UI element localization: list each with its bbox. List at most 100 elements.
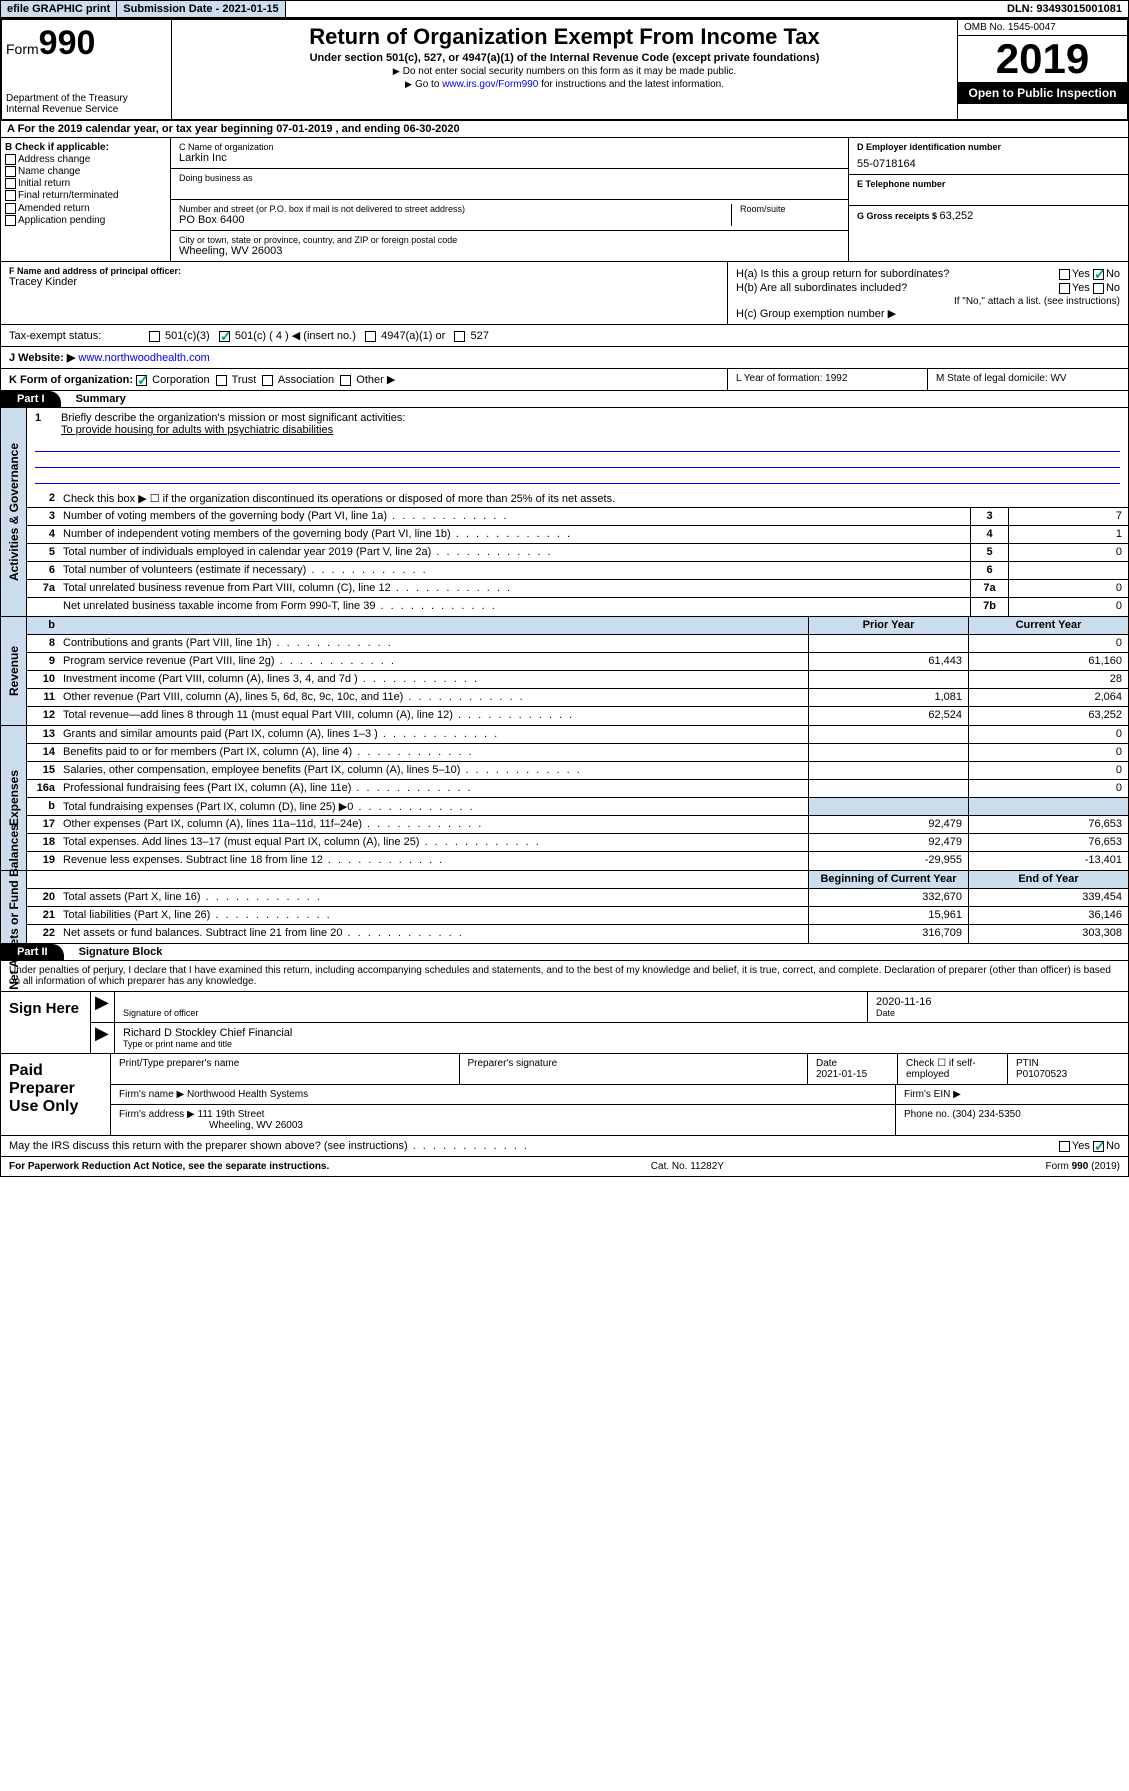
- firm-city: Wheeling, WV 26003: [209, 1120, 303, 1131]
- form-subtitle: Under section 501(c), 527, or 4947(a)(1)…: [176, 52, 953, 64]
- gross-label: G Gross receipts $: [857, 211, 940, 221]
- discuss-yes-checkbox[interactable]: [1059, 1141, 1070, 1152]
- colb-checkbox-item[interactable]: Final return/terminated: [5, 190, 166, 201]
- colb-checkbox-item[interactable]: Application pending: [5, 215, 166, 226]
- ha-label: H(a) Is this a group return for subordin…: [736, 268, 949, 280]
- arrow-icon: ▶: [91, 1023, 115, 1053]
- line-text: Net unrelated business taxable income fr…: [59, 598, 970, 616]
- note-ssn: Do not enter social security numbers on …: [176, 66, 953, 77]
- line-text: Grants and similar amounts paid (Part IX…: [59, 726, 808, 743]
- tax-status-option[interactable]: 527: [454, 330, 498, 342]
- org-name-label: C Name of organization: [179, 142, 840, 152]
- line-value: 1: [1008, 526, 1128, 543]
- prior-year-value: [808, 671, 968, 688]
- line-text: Other revenue (Part VIII, column (A), li…: [59, 689, 808, 706]
- prior-year-value: 15,961: [808, 907, 968, 924]
- governance-section: Activities & Governance 1Briefly describ…: [0, 408, 1129, 617]
- section-fh: F Name and address of principal officer:…: [0, 262, 1129, 325]
- state-domicile: M State of legal domicile: WV: [928, 369, 1128, 390]
- prior-year-value: [808, 798, 968, 815]
- hb-yes-checkbox[interactable]: [1059, 283, 1070, 294]
- tax-status-option[interactable]: 501(c)(3): [149, 330, 219, 342]
- line-text: Total liabilities (Part X, line 26): [59, 907, 808, 924]
- room-label: Room/suite: [740, 204, 840, 214]
- city-label: City or town, state or province, country…: [179, 235, 840, 245]
- line2-text: Check this box ▶ ☐ if the organization d…: [59, 490, 1128, 507]
- prior-year-value: 61,443: [808, 653, 968, 670]
- colb-checkbox-item[interactable]: Address change: [5, 154, 166, 165]
- prep-date: 2021-01-15: [816, 1069, 867, 1080]
- sig-date: 2020-11-16: [876, 996, 1120, 1008]
- colb-checkbox-item[interactable]: Initial return: [5, 178, 166, 189]
- dba-label: Doing business as: [179, 173, 840, 183]
- hb-label: H(b) Are all subordinates included?: [736, 282, 907, 294]
- officer-label: F Name and address of principal officer:: [9, 266, 719, 276]
- current-year-value: 0: [968, 726, 1128, 743]
- page-footer: For Paperwork Reduction Act Notice, see …: [0, 1157, 1129, 1177]
- colb-checkbox-item[interactable]: Amended return: [5, 203, 166, 214]
- footer-right: Form 990 (2019): [1046, 1161, 1120, 1172]
- open-inspection: Open to Public Inspection: [958, 82, 1127, 104]
- colb-checkbox-item[interactable]: Name change: [5, 166, 166, 177]
- prep-date-label: Date: [816, 1058, 837, 1069]
- tax-status-option[interactable]: 4947(a)(1) or: [365, 330, 454, 342]
- irs-link[interactable]: www.irs.gov/Form990: [442, 79, 538, 90]
- org-form-option[interactable]: Trust: [216, 374, 263, 386]
- line-text: Total revenue—add lines 8 through 11 (mu…: [59, 707, 808, 725]
- form-header: Form990 Department of the Treasury Inter…: [0, 18, 1129, 121]
- line-value: [1008, 562, 1128, 579]
- hb-note: If "No," attach a list. (see instruction…: [736, 296, 1120, 307]
- efile-button[interactable]: efile GRAPHIC print: [1, 1, 117, 17]
- part2-title: Signature Block: [67, 946, 163, 958]
- ha-yes-checkbox[interactable]: [1059, 269, 1070, 280]
- tel-label: E Telephone number: [857, 179, 1120, 189]
- firm-name: Northwood Health Systems: [187, 1089, 308, 1100]
- line-text: Total unrelated business revenue from Pa…: [59, 580, 970, 597]
- current-year-value: 339,454: [968, 889, 1128, 906]
- line-ref: 7a: [970, 580, 1008, 597]
- sig-officer-label: Signature of officer: [123, 1008, 859, 1018]
- line-value: 7: [1008, 508, 1128, 525]
- line-text: Professional fundraising fees (Part IX, …: [59, 780, 808, 797]
- current-year-value: 61,160: [968, 653, 1128, 670]
- col-beginning-year: Beginning of Current Year: [808, 871, 968, 888]
- line-text: Total expenses. Add lines 13–17 (must eq…: [59, 834, 808, 851]
- prior-year-value: 1,081: [808, 689, 968, 706]
- current-year-value: 0: [968, 780, 1128, 797]
- current-year-value: -13,401: [968, 852, 1128, 870]
- dept-treasury: Department of the Treasury Internal Reve…: [6, 93, 167, 115]
- ein-value: 55-0718164: [857, 158, 1120, 170]
- line-text: Investment income (Part VIII, column (A)…: [59, 671, 808, 688]
- current-year-value: 28: [968, 671, 1128, 688]
- ein-label: D Employer identification number: [857, 142, 1120, 152]
- line-text: Number of independent voting members of …: [59, 526, 970, 543]
- year-formation: L Year of formation: 1992: [728, 369, 928, 390]
- line-text: Program service revenue (Part VIII, line…: [59, 653, 808, 670]
- prior-year-value: -29,955: [808, 852, 968, 870]
- ptin-label: PTIN: [1016, 1058, 1039, 1069]
- addr-label: Number and street (or P.O. box if mail i…: [179, 204, 731, 214]
- line-value: 0: [1008, 598, 1128, 616]
- line-text: Contributions and grants (Part VIII, lin…: [59, 635, 808, 652]
- org-city: Wheeling, WV 26003: [179, 245, 840, 257]
- col-b-checkboxes: B Check if applicable: Address changeNam…: [1, 138, 171, 261]
- self-employed-check[interactable]: Check ☐ if self-employed: [898, 1054, 1008, 1084]
- current-year-value: 76,653: [968, 816, 1128, 833]
- line-ref: 6: [970, 562, 1008, 579]
- net-assets-section: Net Assets or Fund Balances Beginning of…: [0, 871, 1129, 944]
- org-form-option[interactable]: Other ▶: [340, 374, 401, 386]
- current-year-value: [968, 798, 1128, 815]
- prep-name-label: Print/Type preparer's name: [119, 1058, 239, 1069]
- line-text: Number of voting members of the governin…: [59, 508, 970, 525]
- hb-no-checkbox[interactable]: [1093, 283, 1104, 294]
- org-form-option[interactable]: Corporation: [136, 374, 216, 386]
- org-form-option[interactable]: Association: [262, 374, 340, 386]
- paid-preparer-section: Paid Preparer Use Only Print/Type prepar…: [0, 1054, 1129, 1136]
- tax-status-option[interactable]: 501(c) ( 4 ) ◀ (insert no.): [219, 330, 365, 342]
- website-link[interactable]: www.northwoodhealth.com: [78, 352, 209, 364]
- ha-no-checkbox[interactable]: [1093, 269, 1104, 280]
- side-revenue: Revenue: [7, 646, 21, 696]
- discuss-no-checkbox[interactable]: [1093, 1141, 1104, 1152]
- omb-number: OMB No. 1545-0047: [958, 20, 1127, 36]
- type-name-label: Type or print name and title: [123, 1039, 1120, 1049]
